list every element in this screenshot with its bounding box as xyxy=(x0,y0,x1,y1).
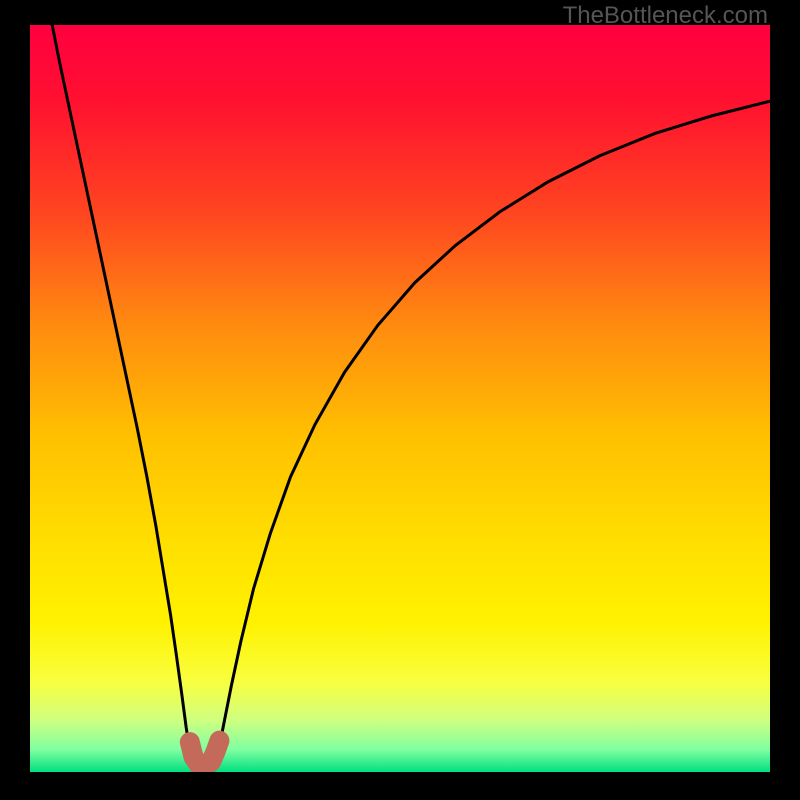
plot-svg xyxy=(30,25,770,772)
watermark-text: TheBottleneck.com xyxy=(563,2,768,30)
plot-area xyxy=(30,25,770,772)
gradient-background xyxy=(30,25,770,772)
chart-root: TheBottleneck.com xyxy=(0,0,800,800)
